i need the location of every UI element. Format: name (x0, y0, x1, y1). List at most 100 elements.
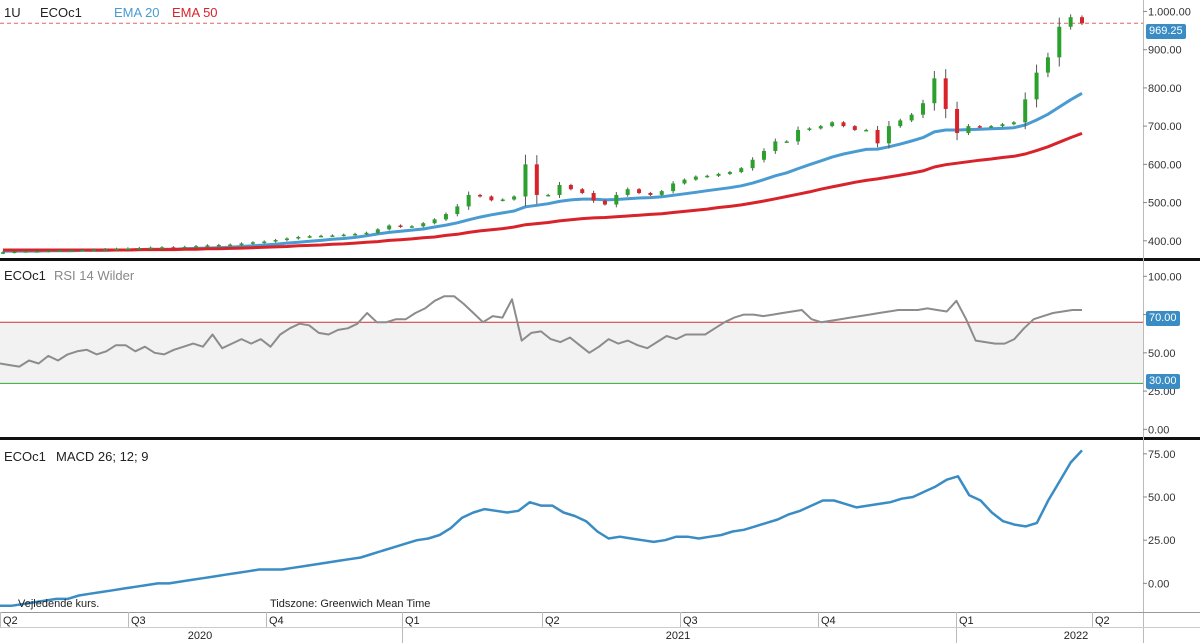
macd-line (0, 449, 1083, 608)
candle-up (659, 191, 664, 195)
x-quarter-label: Q4 (821, 615, 836, 627)
candle-up (966, 126, 971, 134)
macd-indicator-label[interactable]: MACD 26; 12; 9 (56, 449, 149, 464)
candle-up (228, 244, 233, 247)
candle-up (671, 183, 676, 192)
x-quarter-label: Q3 (131, 615, 146, 627)
candle-up (989, 126, 994, 128)
symbol-label[interactable]: ECOc1 (40, 5, 82, 20)
candle-up (1057, 26, 1062, 58)
price-y-tick-label: 800.00 (1148, 83, 1182, 95)
price-y-tick-label: 1.000.00 (1148, 6, 1191, 18)
price-y-tick-label: 400.00 (1148, 236, 1182, 248)
candle-up (103, 249, 108, 251)
x-year-label: 2022 (1064, 630, 1088, 642)
macd-y-tick-label: 50.00 (1148, 492, 1176, 504)
candle-up (23, 251, 28, 253)
price-y-tick-label: 700.00 (1148, 121, 1182, 133)
candle-up (443, 214, 448, 220)
candle-up (1011, 122, 1016, 125)
candle-up (546, 194, 551, 197)
candle-up (182, 246, 187, 249)
candle-up (739, 168, 744, 172)
macd-y-tick-label: 0.00 (1148, 578, 1169, 590)
candle-up (716, 173, 721, 176)
candle-up (682, 179, 687, 184)
candle-up (1, 252, 5, 254)
candle-up (432, 219, 437, 224)
candle-up (364, 232, 369, 235)
candle-up (512, 196, 517, 200)
candle-up (796, 129, 801, 142)
candle-down (841, 122, 846, 127)
candle-up (705, 175, 710, 178)
candle-up (239, 243, 244, 245)
candle-down (591, 193, 596, 201)
timezone-note: Tidszone: Greenwich Mean Time (270, 598, 431, 610)
candle-up (1045, 57, 1050, 73)
macd-y-tick-label: 75.00 (1148, 449, 1176, 461)
candle-up (864, 129, 869, 132)
x-quarter-label: Q1 (959, 615, 974, 627)
candle-down (489, 196, 494, 201)
candle-down (1080, 17, 1084, 24)
rsi-y-tick-label: 50.00 (1148, 348, 1176, 360)
candle-up (466, 194, 471, 207)
ema20-legend[interactable]: EMA 20 (114, 5, 160, 20)
rsi-line (0, 295, 1082, 368)
candle-down (478, 194, 483, 197)
candle-down (943, 78, 948, 109)
ema50-line (3, 131, 1083, 252)
interval-label[interactable]: 1U (4, 5, 21, 20)
candle-down (580, 189, 585, 194)
candle-up (761, 150, 766, 160)
candle-up (194, 246, 199, 248)
candle-up (1068, 17, 1073, 27)
candle-up (693, 176, 698, 180)
x-year-label: 2021 (666, 630, 690, 642)
rsi-symbol-label: ECOc1 (4, 268, 46, 283)
indicative-price-note: Vejledende kurs. (18, 598, 100, 610)
x-quarter-label: Q4 (269, 615, 284, 627)
x-quarter-label: Q2 (3, 615, 18, 627)
candle-up (35, 251, 40, 253)
rsi-upper-flag: 70.00 (1146, 311, 1180, 326)
candle-down (171, 247, 176, 249)
candle-up (750, 159, 755, 169)
candle-up (57, 250, 62, 252)
candle-up (523, 164, 528, 197)
candle-up (1023, 99, 1028, 123)
candle-up (125, 248, 130, 250)
candle-up (250, 242, 255, 244)
candle-up (500, 199, 505, 202)
candle-up (886, 126, 891, 144)
candle-up (818, 126, 823, 129)
candle-up (284, 238, 289, 241)
rsi-y-tick-label: 0.00 (1148, 424, 1169, 436)
candle-up (375, 229, 380, 233)
x-year-label: 2020 (188, 630, 212, 642)
candle-up (557, 184, 562, 195)
candle-up (409, 226, 414, 228)
candle-down (852, 126, 857, 130)
candle-up (1000, 124, 1005, 127)
candle-down (534, 164, 539, 195)
rsi-neutral-band (0, 322, 1143, 384)
ema50-legend[interactable]: EMA 50 (172, 5, 218, 20)
candle-up (69, 250, 74, 252)
rsi-indicator-label[interactable]: RSI 14 Wilder (54, 268, 135, 283)
candle-up (455, 206, 460, 215)
candle-down (398, 225, 403, 228)
candle-up (330, 235, 335, 237)
candle-up (160, 247, 165, 249)
macd-symbol-label: ECOc1 (4, 449, 46, 464)
candle-down (977, 126, 982, 128)
candle-up (614, 194, 619, 205)
candle-down (637, 189, 642, 194)
rsi-lower-flag: 30.00 (1146, 374, 1180, 389)
candle-up (12, 251, 17, 254)
candle-up (114, 248, 119, 251)
price-y-tick-label: 600.00 (1148, 159, 1182, 171)
price-y-tick-label: 900.00 (1148, 45, 1182, 57)
x-quarter-label: Q1 (405, 615, 420, 627)
